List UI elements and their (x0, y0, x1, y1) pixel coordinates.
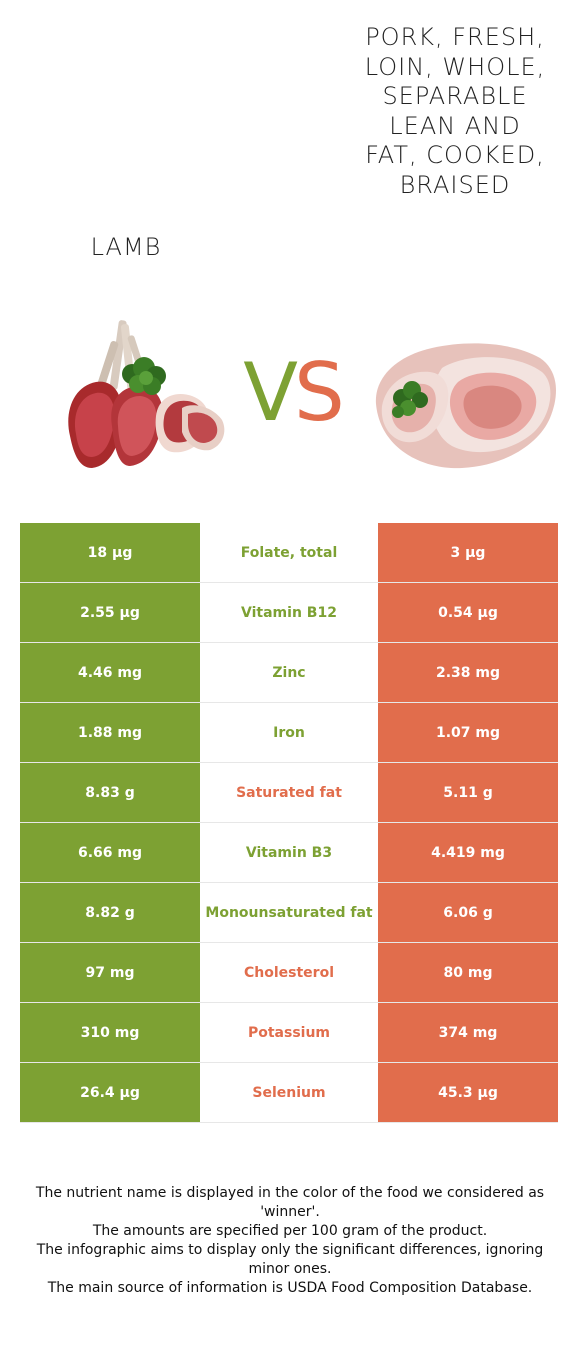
right-food-value: 1.07 mg (378, 703, 558, 762)
right-food-value: 3 µg (378, 523, 558, 582)
footer-notes: The nutrient name is displayed in the co… (20, 1184, 560, 1298)
pork-loin-image (375, 343, 556, 469)
table-row: 1.88 mg Iron 1.07 mg (20, 703, 558, 763)
table-row: 2.55 µg Vitamin B12 0.54 µg (20, 583, 558, 643)
footer-note-aims: The infographic aims to display only the… (36, 1242, 544, 1277)
nutrient-name: Zinc (200, 643, 378, 702)
table-row: 26.4 µg Selenium 45.3 µg (20, 1063, 558, 1123)
nutrient-name: Vitamin B12 (200, 583, 378, 642)
lamb-chops-image (68, 320, 225, 468)
nutrient-name: Vitamin B3 (200, 823, 378, 882)
table-row: 18 µg Folate, total 3 µg (20, 523, 558, 583)
right-food-value: 0.54 µg (378, 583, 558, 642)
nutrient-name: Folate, total (200, 523, 378, 582)
left-food-value: 8.82 g (20, 883, 200, 942)
table-row: 4.46 mg Zinc 2.38 mg (20, 643, 558, 703)
footer-note-winner: The nutrient name is displayed in the co… (35, 1185, 545, 1220)
right-food-title: Pork, fresh, loin, whole, separable lean… (364, 23, 546, 199)
footer-note-source: The main source of information is USDA F… (47, 1280, 533, 1296)
vs-letter-v: V (243, 346, 298, 439)
left-food-value: 26.4 µg (20, 1063, 200, 1122)
left-food-value: 97 mg (20, 943, 200, 1002)
right-food-value: 4.419 mg (378, 823, 558, 882)
table-row: 8.82 g Monounsaturated fat 6.06 g (20, 883, 558, 943)
nutrient-name: Cholesterol (200, 943, 378, 1002)
nutrient-name: Saturated fat (200, 763, 378, 822)
table-row: 8.83 g Saturated fat 5.11 g (20, 763, 558, 823)
table-row: 310 mg Potassium 374 mg (20, 1003, 558, 1063)
right-food-value: 45.3 µg (378, 1063, 558, 1122)
vs-letter-s: S (293, 346, 345, 439)
vs-label: VS (222, 348, 362, 438)
right-food-value: 374 mg (378, 1003, 558, 1062)
left-food-title: Lamb (90, 233, 162, 261)
left-food-value: 18 µg (20, 523, 200, 582)
nutrient-name: Potassium (200, 1003, 378, 1062)
left-food-value: 6.66 mg (20, 823, 200, 882)
left-food-value: 8.83 g (20, 763, 200, 822)
right-food-value: 2.38 mg (378, 643, 558, 702)
nutrient-name: Monounsaturated fat (200, 883, 378, 942)
right-food-value: 6.06 g (378, 883, 558, 942)
table-row: 97 mg Cholesterol 80 mg (20, 943, 558, 1003)
left-food-value: 310 mg (20, 1003, 200, 1062)
footer-note-amounts: The amounts are specified per 100 gram o… (92, 1223, 488, 1239)
nutrient-name: Iron (200, 703, 378, 762)
nutrient-name: Selenium (200, 1063, 378, 1122)
left-food-value: 2.55 µg (20, 583, 200, 642)
left-food-value: 4.46 mg (20, 643, 200, 702)
table-row: 6.66 mg Vitamin B3 4.419 mg (20, 823, 558, 883)
right-food-value: 80 mg (378, 943, 558, 1002)
comparison-table: 18 µg Folate, total 3 µg 2.55 µg Vitamin B12… (20, 523, 558, 1123)
left-food-value: 1.88 mg (20, 703, 200, 762)
right-food-value: 5.11 g (378, 763, 558, 822)
